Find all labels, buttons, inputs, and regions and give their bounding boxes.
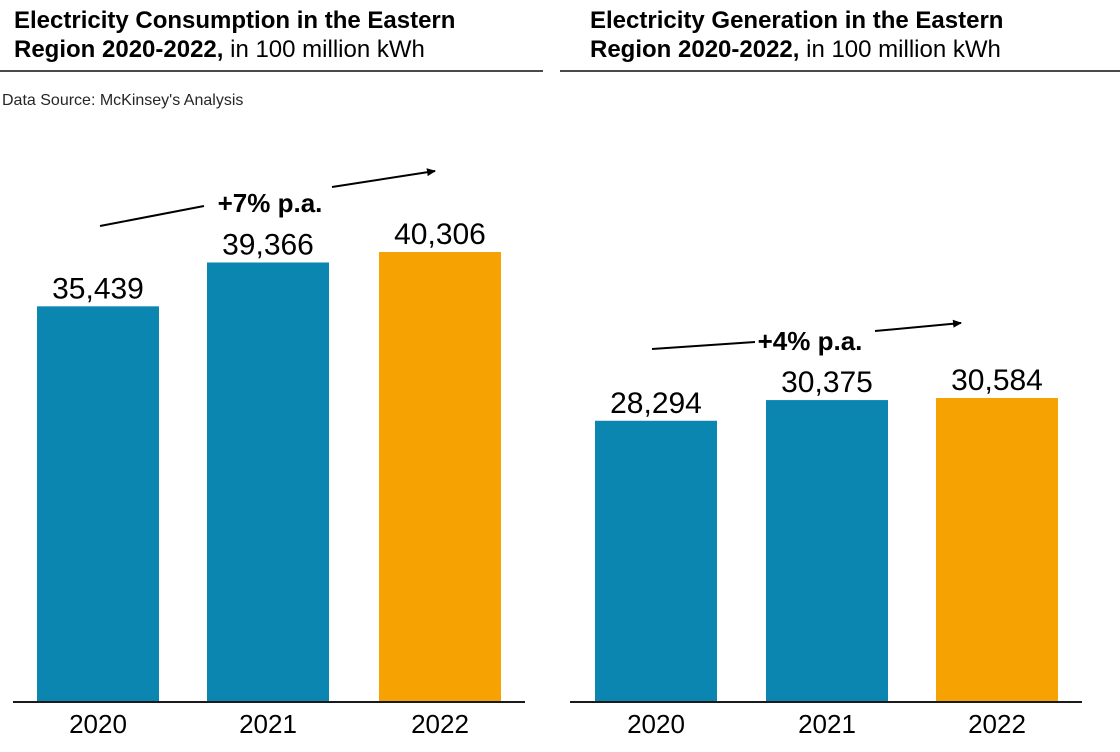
left-chart-title: Electricity Consumption in the Eastern R… (14, 6, 509, 64)
value-label: 30,584 (951, 364, 1043, 397)
trend-arrow (331, 168, 436, 188)
consumption-chart: 35,439 2020 39,366 2021 40,306 2022 +7% p.a. (13, 168, 525, 739)
left-chart-title-bold: Electricity Consumption in the Eastern R… (14, 7, 456, 63)
growth-trend-annotation: +7% p.a. (99, 168, 436, 227)
title-rule-left (0, 70, 543, 72)
title-rule-right (560, 70, 1120, 72)
right-chart-title-unit: in 100 million kWh (799, 36, 1001, 63)
bar-2021 (207, 262, 329, 702)
value-label: 28,294 (610, 387, 702, 420)
growth-rate-label: +4% p.a. (758, 326, 863, 356)
right-chart-title-bold: Electricity Generation in the Eastern Re… (590, 7, 1004, 63)
right-chart-title: Electricity Generation in the Eastern Re… (590, 6, 1085, 64)
growth-rate-label: +7% p.a. (218, 188, 323, 218)
year-label: 2021 (239, 709, 297, 739)
generation-chart: 28,294 2020 30,375 2021 30,584 2022 +4% p.a. (570, 319, 1082, 739)
growth-trend-annotation: +4% p.a. (651, 319, 962, 356)
bar-group: 28,294 2020 30,375 2021 30,584 2022 (595, 364, 1058, 739)
left-chart-title-unit: in 100 million kWh (223, 36, 425, 63)
data-source-note: Data Source: McKinsey's Analysis (2, 92, 244, 109)
trend-line-segment (651, 341, 756, 350)
trend-arrow (874, 319, 962, 332)
value-label: 39,366 (222, 228, 314, 261)
bar-2021 (766, 400, 888, 702)
year-label: 2020 (69, 709, 127, 739)
bar-2022 (936, 398, 1058, 702)
value-label: 35,439 (52, 272, 144, 305)
year-label: 2020 (627, 709, 685, 739)
trend-line-segment (99, 205, 205, 227)
bar-group: 35,439 2020 39,366 2021 40,306 2022 (37, 218, 501, 739)
year-label: 2022 (968, 709, 1026, 739)
value-label: 40,306 (394, 218, 486, 251)
bar-2020 (37, 306, 159, 702)
bar-2022 (379, 252, 501, 702)
bar-2020 (595, 420, 717, 702)
year-label: 2021 (798, 709, 856, 739)
value-label: 30,375 (781, 366, 873, 399)
year-label: 2022 (411, 709, 469, 739)
